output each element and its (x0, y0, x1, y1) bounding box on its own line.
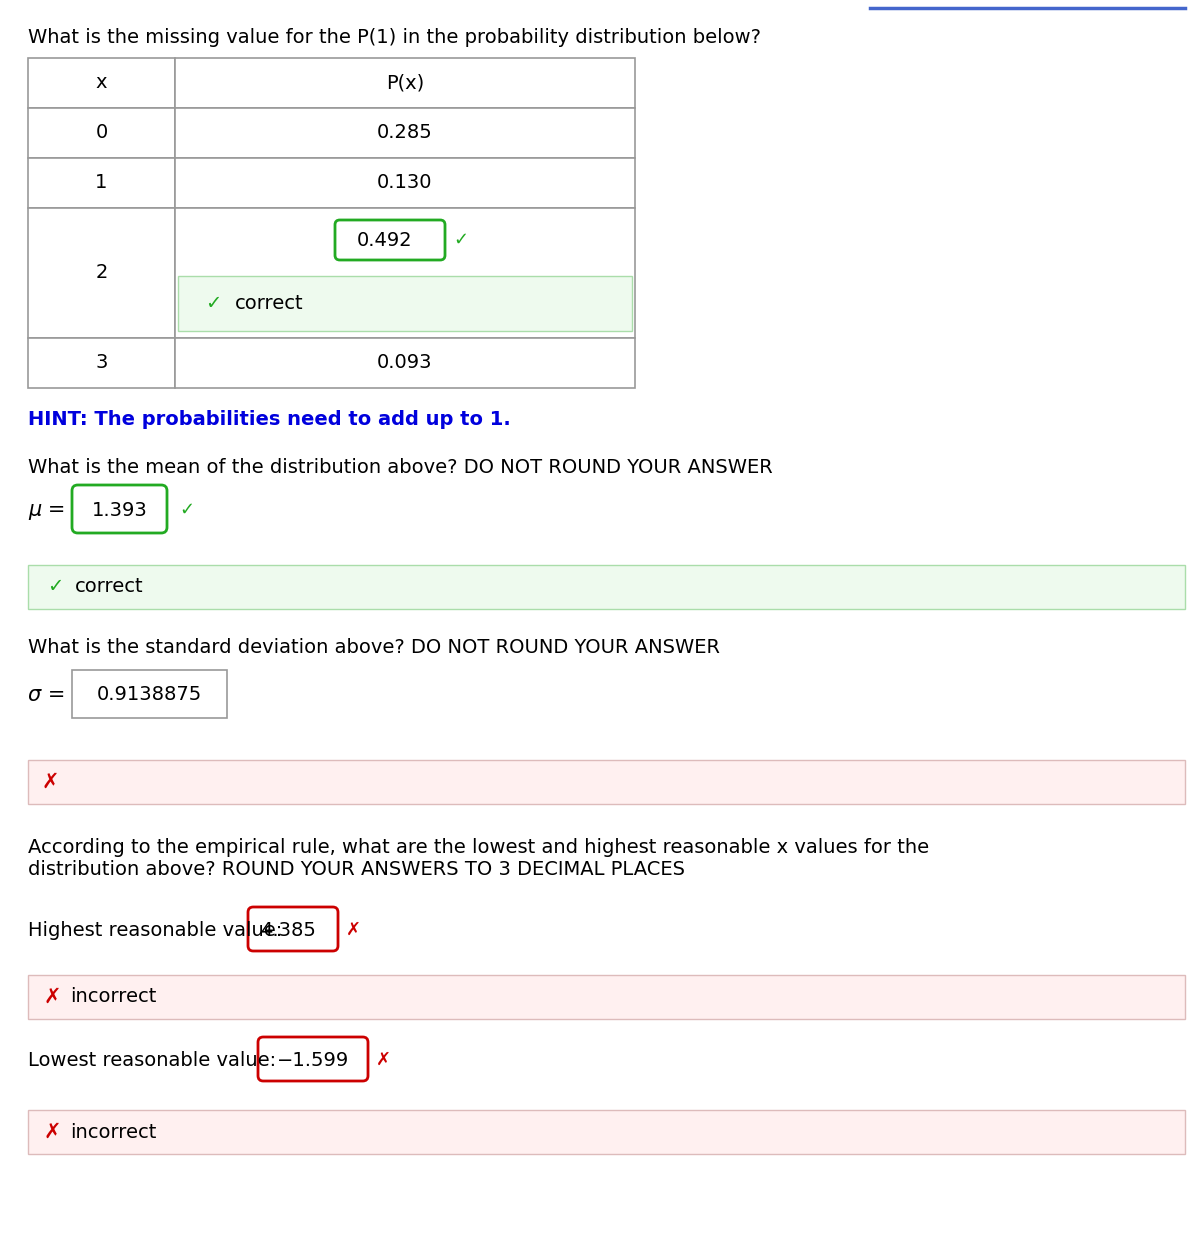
Text: P(x): P(x) (386, 73, 424, 93)
Text: ✓: ✓ (205, 294, 221, 313)
FancyBboxPatch shape (258, 1037, 368, 1081)
Bar (72, 670, 227, 719)
Text: HINT: The probabilities need to add up to 1.: HINT: The probabilities need to add up t… (28, 410, 511, 429)
Bar (28, 108, 175, 158)
Text: ✗: ✗ (43, 1122, 61, 1142)
Text: incorrect: incorrect (70, 988, 156, 1006)
Bar (28, 975, 1186, 1019)
Bar (28, 58, 175, 108)
Text: Highest reasonable value:: Highest reasonable value: (28, 921, 282, 939)
Text: x: x (96, 73, 107, 93)
Text: 0.093: 0.093 (377, 354, 433, 372)
Text: 0.492: 0.492 (358, 231, 413, 249)
Bar (28, 565, 1186, 609)
Text: Lowest reasonable value:: Lowest reasonable value: (28, 1050, 276, 1070)
Text: 4.385: 4.385 (260, 921, 316, 939)
Text: ✓: ✓ (179, 501, 194, 519)
Text: correct: correct (235, 294, 304, 313)
Text: 0.285: 0.285 (377, 124, 433, 143)
Text: 2: 2 (95, 263, 108, 283)
Text: What is the mean of the distribution above? DO NOT ROUND YOUR ANSWER: What is the mean of the distribution abo… (28, 458, 773, 477)
Text: correct: correct (74, 577, 144, 597)
Bar (28, 208, 175, 338)
Bar (175, 338, 635, 388)
Bar (175, 208, 635, 338)
Bar (28, 158, 175, 208)
Text: 1: 1 (95, 174, 108, 192)
Text: μ =: μ = (28, 500, 65, 520)
Bar (175, 108, 635, 158)
Text: ✓: ✓ (454, 231, 468, 249)
Text: ✗: ✗ (376, 1051, 391, 1069)
Text: 3: 3 (95, 354, 108, 372)
Bar (175, 158, 635, 208)
Text: 0: 0 (95, 124, 108, 143)
Text: ✗: ✗ (41, 772, 59, 792)
Bar (178, 276, 632, 331)
Text: What is the standard deviation above? DO NOT ROUND YOUR ANSWER: What is the standard deviation above? DO… (28, 638, 720, 656)
Text: ✗: ✗ (43, 987, 61, 1006)
Text: σ =: σ = (28, 685, 65, 705)
Text: ✓: ✓ (47, 577, 64, 597)
Text: 0.9138875: 0.9138875 (97, 685, 202, 705)
Text: −1.599: −1.599 (277, 1050, 349, 1070)
Bar (28, 338, 175, 388)
Text: 0.130: 0.130 (377, 174, 433, 192)
Text: ✗: ✗ (346, 921, 361, 939)
Bar (28, 759, 1186, 804)
Bar (175, 58, 635, 108)
FancyBboxPatch shape (72, 485, 167, 532)
Text: incorrect: incorrect (70, 1123, 156, 1142)
Text: 1.393: 1.393 (91, 500, 148, 520)
Text: According to the empirical rule, what are the lowest and highest reasonable x va: According to the empirical rule, what ar… (28, 838, 929, 879)
FancyBboxPatch shape (248, 907, 338, 951)
Text: What is the missing value for the P(1) in the probability distribution below?: What is the missing value for the P(1) i… (28, 29, 761, 47)
FancyBboxPatch shape (335, 220, 445, 261)
Bar (28, 1109, 1186, 1154)
